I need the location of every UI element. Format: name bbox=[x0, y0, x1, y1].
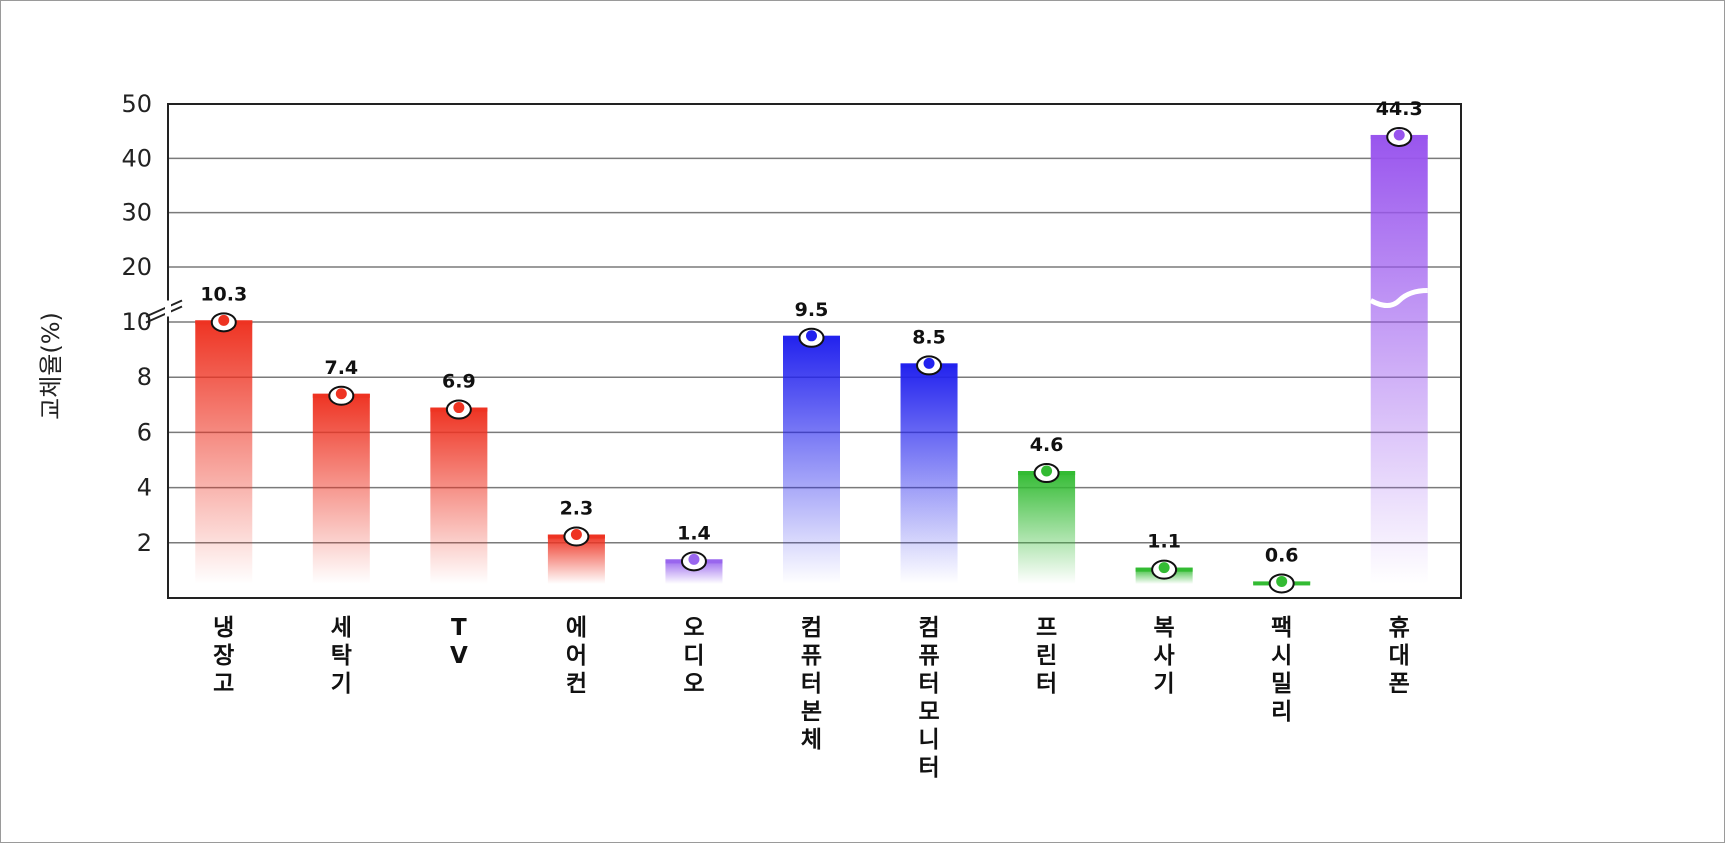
bar bbox=[195, 320, 253, 584]
bar bbox=[1018, 471, 1076, 584]
data-label: 7.4 bbox=[324, 357, 358, 379]
y-tick-label: 40 bbox=[121, 144, 152, 172]
data-label: 6.9 bbox=[442, 371, 476, 393]
data-label: 1.4 bbox=[677, 522, 711, 544]
y-axis-label: 교체율(%) bbox=[37, 312, 65, 420]
data-label: 8.5 bbox=[912, 326, 946, 348]
y-tick-label: 4 bbox=[137, 474, 152, 502]
bar-marker-dot bbox=[1393, 129, 1405, 141]
bar-marker-dot bbox=[453, 402, 465, 414]
y-tick-label: 30 bbox=[121, 199, 152, 227]
bar-marker-dot bbox=[570, 529, 582, 541]
bar-marker-dot bbox=[335, 388, 347, 400]
plot-border bbox=[167, 103, 1462, 599]
bars bbox=[195, 126, 1428, 594]
data-label: 2.3 bbox=[560, 498, 594, 520]
y-tick-label: 2 bbox=[137, 529, 152, 557]
y-tick-label: 20 bbox=[121, 253, 152, 281]
y-tick-label: 6 bbox=[137, 418, 152, 446]
axis-break-gap bbox=[165, 300, 171, 317]
bar-marker-dot bbox=[1158, 562, 1170, 574]
axis-break-mark bbox=[145, 299, 183, 318]
bar-marker-dot bbox=[1041, 465, 1053, 477]
data-label: 9.5 bbox=[795, 299, 829, 321]
bar bbox=[430, 407, 488, 584]
axis-break-mark bbox=[145, 305, 183, 324]
bar bbox=[900, 363, 958, 584]
y-tick-label: 50 bbox=[121, 90, 152, 118]
data-label: 4.6 bbox=[1030, 434, 1064, 456]
bar-marker-dot bbox=[806, 330, 817, 342]
y-tick-label: 8 bbox=[137, 363, 152, 391]
labels: 2 4 6 8 10 20 30 40 50 10.3 냉 장 고 7.4 세 탁 기 6.9 T V 2.3 에 어 컨 1.… bbox=[121, 90, 1422, 781]
bar bbox=[312, 393, 370, 584]
bar-marker-dot bbox=[218, 314, 230, 326]
bar-break-mark bbox=[1369, 288, 1428, 308]
y-tick-label: 10 bbox=[121, 308, 152, 336]
data-label: 0.6 bbox=[1265, 544, 1299, 566]
data-label: 1.1 bbox=[1147, 531, 1181, 553]
bar-marker-dot bbox=[923, 357, 935, 369]
bar-marker-dot bbox=[1276, 575, 1288, 587]
data-label: 44.3 bbox=[1376, 98, 1423, 120]
bar bbox=[1370, 134, 1428, 584]
axes bbox=[145, 103, 1462, 599]
bar-marker-dot bbox=[688, 553, 700, 565]
data-label: 10.3 bbox=[200, 283, 247, 305]
bar bbox=[783, 335, 840, 584]
